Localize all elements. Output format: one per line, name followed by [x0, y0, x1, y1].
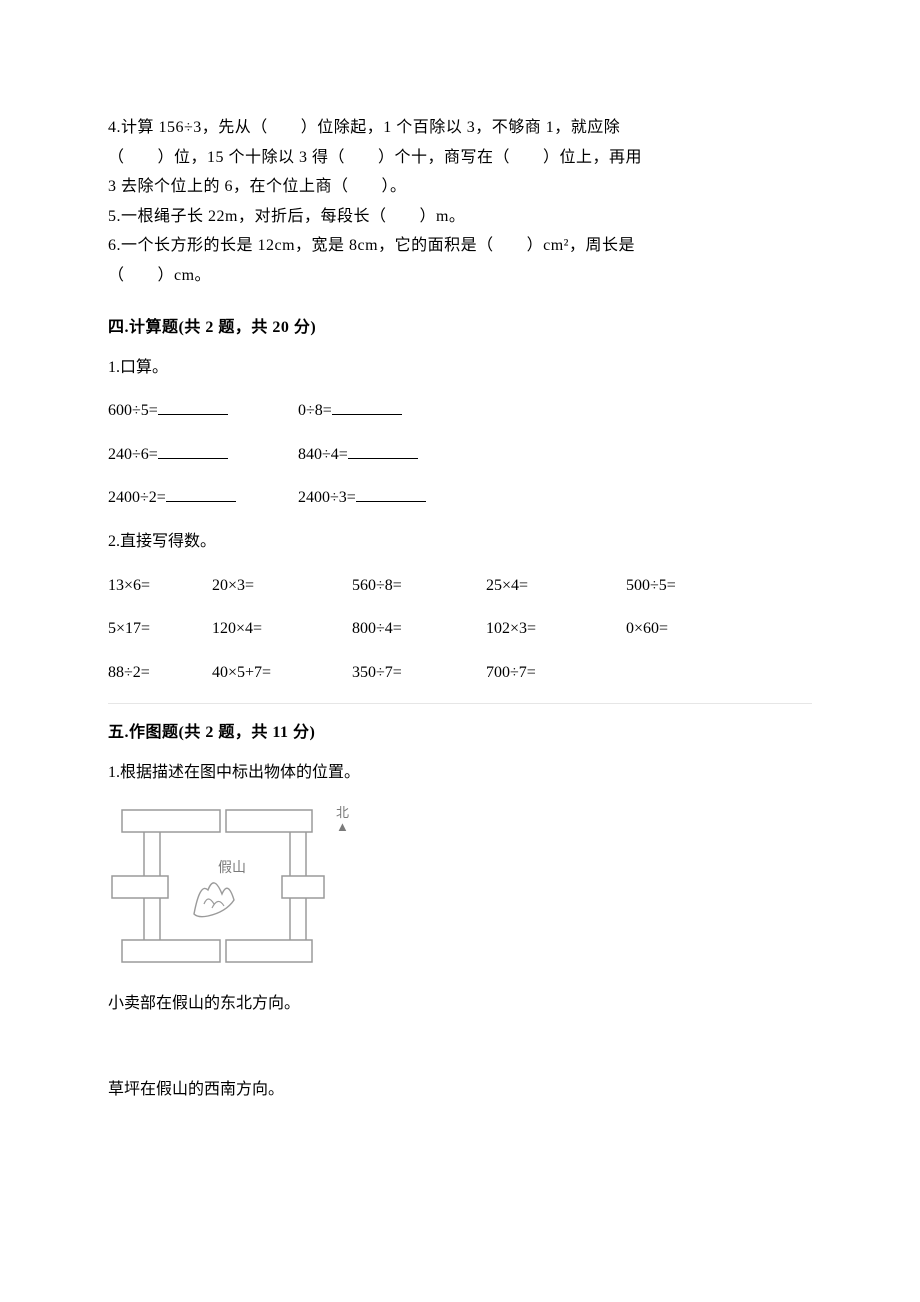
calc1-title: 1.口算。: [108, 355, 812, 381]
section5-heading: 五.作图题(共 2 题，共 11 分): [108, 718, 812, 742]
blank-line: [356, 488, 426, 502]
calc2-r1c4: 25×4=: [486, 573, 626, 599]
calc2-r2c5: 0×60=: [626, 616, 746, 642]
q6-line1: 6.一个长方形的长是 12cm，宽是 8cm，它的面积是（ ）cm²，周长是: [108, 233, 812, 259]
section4-heading: 四.计算题(共 2 题，共 20 分): [108, 313, 812, 337]
calc1-cell: 2400÷2=: [108, 485, 298, 511]
mountain-label: 假山: [218, 860, 246, 876]
blank-line: [348, 445, 418, 459]
draw1-desc2: 草坪在假山的西南方向。: [108, 1077, 812, 1103]
calc2-r1c1: 13×6=: [108, 573, 212, 599]
blank-line: [158, 401, 228, 415]
calc1-r1c2: 0÷8=: [298, 402, 332, 419]
calc1-cell: 2400÷3=: [298, 485, 488, 511]
calc1-r2c1: 240÷6=: [108, 446, 158, 463]
q4-line1: 4.计算 156÷3，先从（ ）位除起，1 个百除以 3，不够商 1，就应除: [108, 115, 812, 141]
q6-line2: （ ）cm。: [108, 263, 812, 289]
draw1-desc1: 小卖部在假山的东北方向。: [108, 991, 812, 1017]
calc1-row2: 240÷6= 840÷4=: [108, 442, 812, 468]
calc2-r3c4: 700÷7=: [486, 660, 626, 686]
calc1-cell: 840÷4=: [298, 442, 488, 468]
calc2-r1c5: 500÷5=: [626, 573, 746, 599]
calc1-cell: 600÷5=: [108, 398, 298, 424]
separator-line: [108, 703, 812, 704]
calc2-r3c3: 350÷7=: [352, 660, 486, 686]
calc1-row1: 600÷5= 0÷8=: [108, 398, 812, 424]
q4-line3: 3 去除个位上的 6，在个位上商（ ）。: [108, 174, 812, 200]
q4-line2: （ ）位，15 个十除以 3 得（ ）个十，商写在（ ）位上，再用: [108, 145, 812, 171]
calc2-r3c1: 88÷2=: [108, 660, 212, 686]
diagram-container: 假山 北 ▲: [108, 804, 812, 969]
calc2-r2c3: 800÷4=: [352, 616, 486, 642]
calc2-row3: 88÷2= 40×5+7= 350÷7= 700÷7=: [108, 660, 812, 686]
q5: 5.一根绳子长 22m，对折后，每段长（ ）m。: [108, 204, 812, 230]
map-diagram: 假山: [108, 804, 328, 969]
calc2-title: 2.直接写得数。: [108, 529, 812, 555]
blank-line: [166, 488, 236, 502]
calc2-row2: 5×17= 120×4= 800÷4= 102×3= 0×60=: [108, 616, 812, 642]
calc2-r3c5: [626, 660, 746, 686]
draw1-title: 1.根据描述在图中标出物体的位置。: [108, 760, 812, 786]
calc2-r3c2: 40×5+7=: [212, 660, 352, 686]
blank-line: [332, 401, 402, 415]
calc2-r1c3: 560÷8=: [352, 573, 486, 599]
calc2-r1c2: 20×3=: [212, 573, 352, 599]
calc2-r2c4: 102×3=: [486, 616, 626, 642]
calc1-r2c2: 840÷4=: [298, 446, 348, 463]
north-indicator: 北 ▲: [336, 806, 349, 835]
north-label: 北: [336, 806, 349, 820]
calc2-r2c1: 5×17=: [108, 616, 212, 642]
calc1-r1c1: 600÷5=: [108, 402, 158, 419]
blank-line: [158, 445, 228, 459]
calc2-row1: 13×6= 20×3= 560÷8= 25×4= 500÷5=: [108, 573, 812, 599]
north-arrow-icon: ▲: [336, 820, 349, 834]
calc1-row3: 2400÷2= 2400÷3=: [108, 485, 812, 511]
calc1-cell: 0÷8=: [298, 398, 488, 424]
calc1-cell: 240÷6=: [108, 442, 298, 468]
calc1-r3c1: 2400÷2=: [108, 489, 166, 506]
calc1-r3c2: 2400÷3=: [298, 489, 356, 506]
calc2-r2c2: 120×4=: [212, 616, 352, 642]
